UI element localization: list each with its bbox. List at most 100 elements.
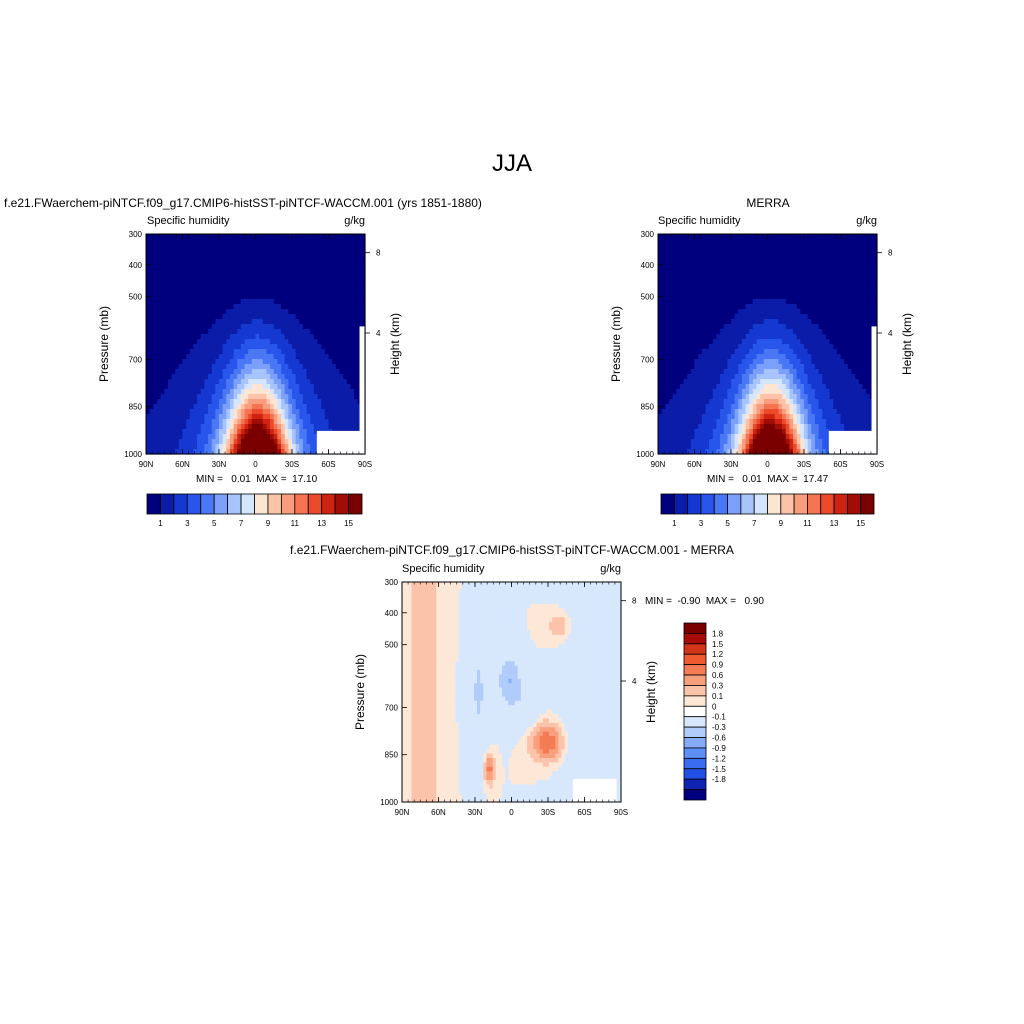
panel0-cell [146,444,151,450]
panel0-cell [270,444,275,450]
panel0-cell [328,314,333,320]
panel0-cell [222,279,227,285]
panel1-cell [782,344,787,350]
panel1-cell [814,359,820,365]
panel1-cell [683,259,688,265]
panel0-cell [240,439,246,445]
panel1-cell [709,439,714,445]
panel1-cell [712,399,717,405]
panel1-cell [840,274,845,280]
panel1-cell [800,399,805,405]
panel0-cell [302,249,308,255]
panel1-cell [829,319,834,325]
panel1-cell [738,269,743,275]
panel0-cell [215,339,220,345]
panel0-cell [332,314,337,320]
panel0-cell [178,304,184,310]
panel0-cell [306,384,311,390]
panel0-cell [160,324,165,330]
panel0-cell [186,249,191,255]
panel1-cell [782,244,787,250]
panel0-cell [215,324,220,330]
panel1-cell [771,334,776,340]
panel0-cell [178,434,184,440]
panel0-cell [248,409,253,415]
panel0-cell [204,359,209,365]
panel1-cell [694,439,699,445]
panel1-cell [760,439,765,445]
panel1-cell [738,394,743,400]
panel1-cell [734,324,739,330]
panel0-cell [156,239,162,245]
panel0-cell [262,369,268,375]
panel1-cell [731,254,736,260]
panel0-cell [146,349,151,355]
panel0-cell [186,334,191,340]
panel1-cell [672,234,677,240]
panel1-cell [833,384,838,390]
panel0-cell [215,419,220,425]
panel1-cell [771,369,776,375]
panel0-cell [266,324,271,330]
panel0-cell [211,399,216,405]
panel1-cell [844,294,849,300]
panel0-cell [226,434,231,440]
panel0-cell [219,269,224,275]
panel0-cell [339,259,344,265]
panel0-cell [273,304,278,310]
panel0-cell [317,309,322,315]
panel1-cell [836,389,842,395]
panel1-cell [844,344,849,350]
panel0-cell [281,439,286,445]
panel0-cell [244,389,249,395]
panel0-cell [328,289,333,295]
panel0-cell [255,279,260,285]
panel1-cell [668,254,674,260]
panel1-cell [767,379,772,385]
panel1-cell [738,319,743,325]
panel0-cell [306,374,311,380]
panel0-cell [266,444,271,450]
panel1-cell [807,259,812,265]
panel0-cell [189,449,195,455]
panel0-cell [354,234,359,240]
panel1-cell [833,364,838,370]
panel0-cell [255,439,260,445]
panel0-cell [226,449,231,455]
panel0-cell [167,399,173,405]
panel1-cell [672,299,677,305]
panel1-cell [658,444,663,450]
panel1-cell [687,369,692,375]
panel1-cell [734,384,739,390]
panel1-cell [800,344,805,350]
panel0-cell [204,379,209,385]
panel1-cell [847,349,853,355]
panel0-cell [222,399,227,405]
panel1-cell [822,444,827,450]
panel1-cell [782,279,787,285]
panel1-cell [734,439,739,445]
panel0-cell [248,344,253,350]
panel1-cell [800,354,805,360]
panel0-cell [149,329,154,335]
panel1-cell [756,349,761,355]
panel0-cell [222,419,227,425]
panel0-cell [343,304,348,310]
panel1-cell [731,294,736,300]
panel0-cell [197,414,202,420]
panel1-cell [752,244,758,250]
panel0-cell [149,409,154,415]
panel0-cell [350,409,355,415]
panel0-cell [189,419,195,425]
panel1-cell [789,294,794,300]
panel0-cell [255,284,260,290]
panel1-cell [701,334,707,340]
panel1-cell [672,359,677,365]
panel0-cell [175,434,180,440]
panel0-cell [354,269,359,275]
panel0-cell [240,249,246,255]
panel1-cell [665,354,670,360]
panel1-cell [731,404,736,410]
panel1-cell [712,274,717,280]
panel0-cell [219,424,224,430]
